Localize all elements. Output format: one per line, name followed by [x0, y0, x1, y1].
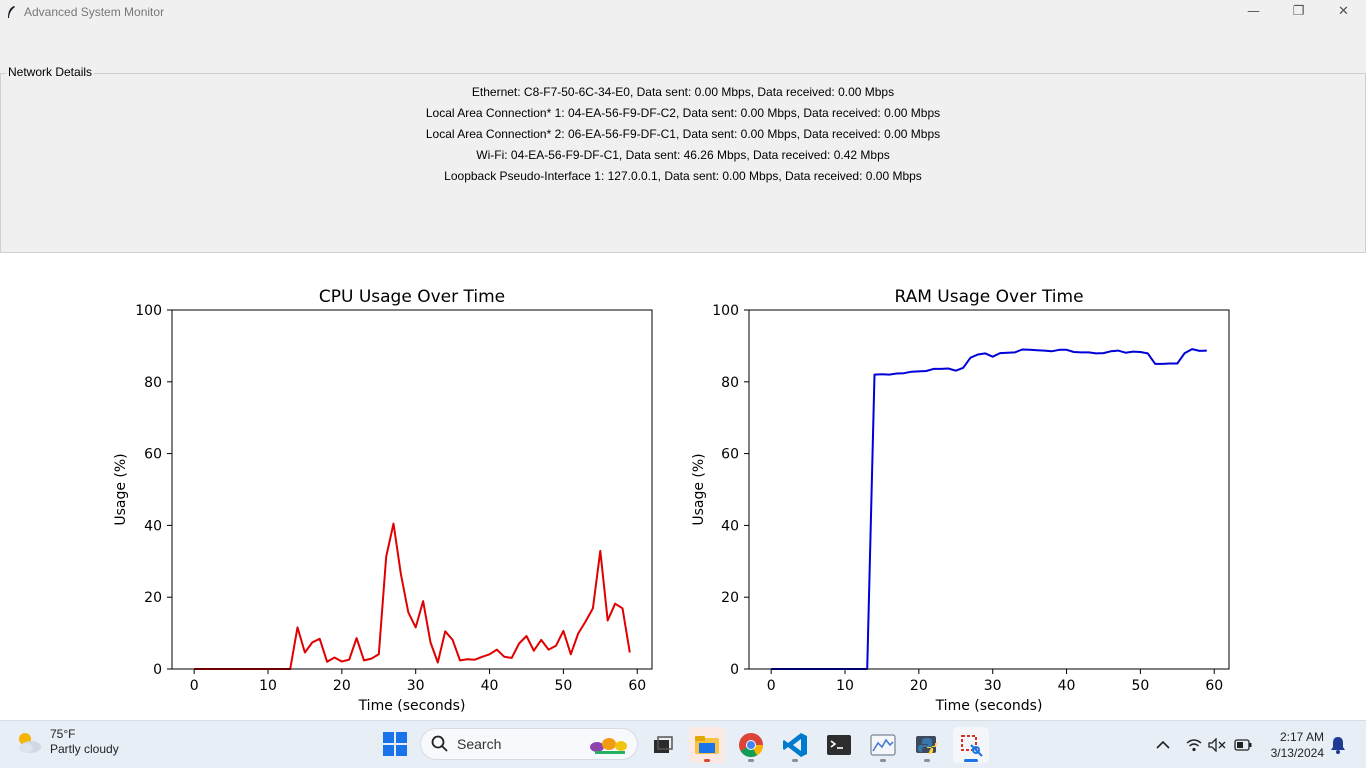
ram-y-tick-label: 100 — [712, 303, 739, 319]
ram-x-tick-label: 0 — [767, 678, 776, 694]
cpu-x-tick-label: 30 — [407, 678, 425, 694]
cpu-x-tick-label: 10 — [259, 678, 277, 694]
chart-area: CPU Usage Over Time 0 20 40 60 80 100 0 10 20 30 40… — [0, 253, 1366, 720]
terminal-icon — [827, 735, 851, 755]
ram-x-tick-label: 60 — [1205, 678, 1223, 694]
running-indicator — [924, 759, 930, 762]
ram-x-axis-label: Time (seconds) — [935, 698, 1043, 714]
minimize-button[interactable]: — — [1247, 4, 1260, 19]
cpu-chart-title: CPU Usage Over Time — [319, 287, 505, 307]
cpu-y-tick-label: 100 — [135, 303, 162, 319]
cpu-y-tick-label: 60 — [144, 447, 162, 463]
cpu-y-tick-label: 20 — [144, 590, 162, 606]
running-indicator — [792, 759, 798, 762]
ram-plot-frame — [748, 309, 1230, 670]
ram-y-tick-label: 40 — [721, 518, 739, 534]
cpu-x-axis-label: Time (seconds) — [358, 698, 466, 714]
ram-y-tick-label: 60 — [721, 447, 739, 463]
network-line-wifi: Wi-Fi: 04-EA-56-F9-DF-C1, Data sent: 46.… — [476, 148, 890, 162]
network-details-frame — [0, 73, 1366, 253]
network-line-loopback: Loopback Pseudo-Interface 1: 127.0.0.1, … — [444, 169, 922, 183]
wifi-icon[interactable] — [1186, 738, 1202, 752]
ram-x-tick-label: 20 — [910, 678, 928, 694]
ram-x-tick-label: 10 — [836, 678, 854, 694]
running-indicator — [880, 759, 886, 762]
search-placeholder: Search — [457, 736, 502, 752]
title-bar: Advanced System Monitor — ❐ ✕ — [0, 0, 1366, 23]
cpu-y-axis-label: Usage (%) — [113, 453, 129, 525]
cpu-plot-frame — [171, 309, 653, 670]
chrome-icon — [739, 733, 763, 758]
clock[interactable]: 2:17 AM 3/13/2024 — [1271, 729, 1324, 761]
cpu-x-tick-label: 50 — [554, 678, 572, 694]
python-button[interactable] — [909, 727, 945, 763]
feather-icon — [0, 0, 22, 23]
window-controls: — ❐ ✕ — [1231, 0, 1366, 23]
speaker-muted-icon[interactable] — [1208, 738, 1226, 752]
notification-bell-icon[interactable] — [1330, 736, 1346, 754]
snipping-tool-button[interactable] — [953, 727, 989, 763]
cpu-x-tick-label: 40 — [481, 678, 499, 694]
cpu-y-tick-label: 0 — [153, 662, 162, 678]
close-button[interactable]: ✕ — [1338, 4, 1349, 19]
taskbar-search[interactable]: Search — [420, 728, 638, 760]
chrome-button[interactable] — [733, 727, 769, 763]
partly-cloudy-icon — [19, 733, 41, 753]
terminal-button[interactable] — [821, 727, 857, 763]
network-lines: Ethernet: C8-F7-50-6C-34-E0, Data sent: … — [0, 84, 1366, 189]
clock-time: 2:17 AM — [1279, 730, 1324, 744]
clock-date: 3/13/2024 — [1270, 746, 1324, 760]
battery-icon[interactable] — [1234, 739, 1252, 751]
monitor-app-button[interactable] — [865, 727, 901, 763]
cpu-y-tick-label: 80 — [144, 375, 162, 391]
search-icon — [431, 735, 448, 752]
cpu-x-tick-label: 20 — [333, 678, 351, 694]
network-line-lac2: Local Area Connection* 2: 06-EA-56-F9-DF… — [425, 127, 941, 141]
taskbar: 75°F Partly cloudy Search — [0, 720, 1366, 768]
network-line-ethernet: Ethernet: C8-F7-50-6C-34-E0, Data sent: … — [471, 85, 895, 99]
active-indicator — [964, 759, 978, 762]
ram-x-tick-label: 50 — [1131, 678, 1149, 694]
weather-desc: Partly cloudy — [50, 742, 119, 756]
cpu-usage-line — [194, 522, 631, 670]
task-view-icon — [654, 736, 673, 753]
folder-icon — [695, 736, 719, 754]
snipping-tool-icon — [961, 735, 983, 757]
restore-button[interactable]: ❐ — [1292, 4, 1305, 19]
running-indicator — [748, 759, 754, 762]
ram-usage-line — [771, 348, 1207, 670]
ram-y-tick-label: 20 — [721, 590, 739, 606]
ram-x-tick-label: 30 — [984, 678, 1002, 694]
ram-x-tick-label: 40 — [1058, 678, 1076, 694]
flowers-icon — [590, 738, 627, 754]
python-icon — [916, 736, 937, 754]
ram-y-tick-label: 80 — [721, 375, 739, 391]
cpu-x-tick-label: 0 — [190, 678, 199, 694]
vscode-icon — [783, 733, 807, 757]
cpu-y-tick-label: 40 — [144, 518, 162, 534]
chevron-up-icon[interactable] — [1156, 740, 1170, 750]
windows-icon — [383, 732, 407, 756]
weather-temp: 75°F — [50, 727, 76, 741]
chart-window-icon — [870, 734, 896, 756]
active-indicator — [704, 759, 710, 762]
ram-y-axis-label: Usage (%) — [691, 453, 707, 525]
cpu-x-tick-label: 60 — [628, 678, 646, 694]
ram-chart-title: RAM Usage Over Time — [894, 287, 1083, 307]
network-line-lac1: Local Area Connection* 1: 04-EA-56-F9-DF… — [425, 106, 941, 120]
task-view-button[interactable] — [645, 727, 681, 763]
ram-y-tick-label: 0 — [730, 662, 739, 678]
window-title: Advanced System Monitor — [24, 4, 165, 19]
network-details-label: Network Details — [6, 65, 95, 79]
vscode-button[interactable] — [777, 727, 813, 763]
file-explorer-button[interactable] — [689, 727, 725, 763]
weather-widget[interactable]: 75°F Partly cloudy — [14, 727, 119, 757]
start-button[interactable] — [382, 731, 408, 757]
